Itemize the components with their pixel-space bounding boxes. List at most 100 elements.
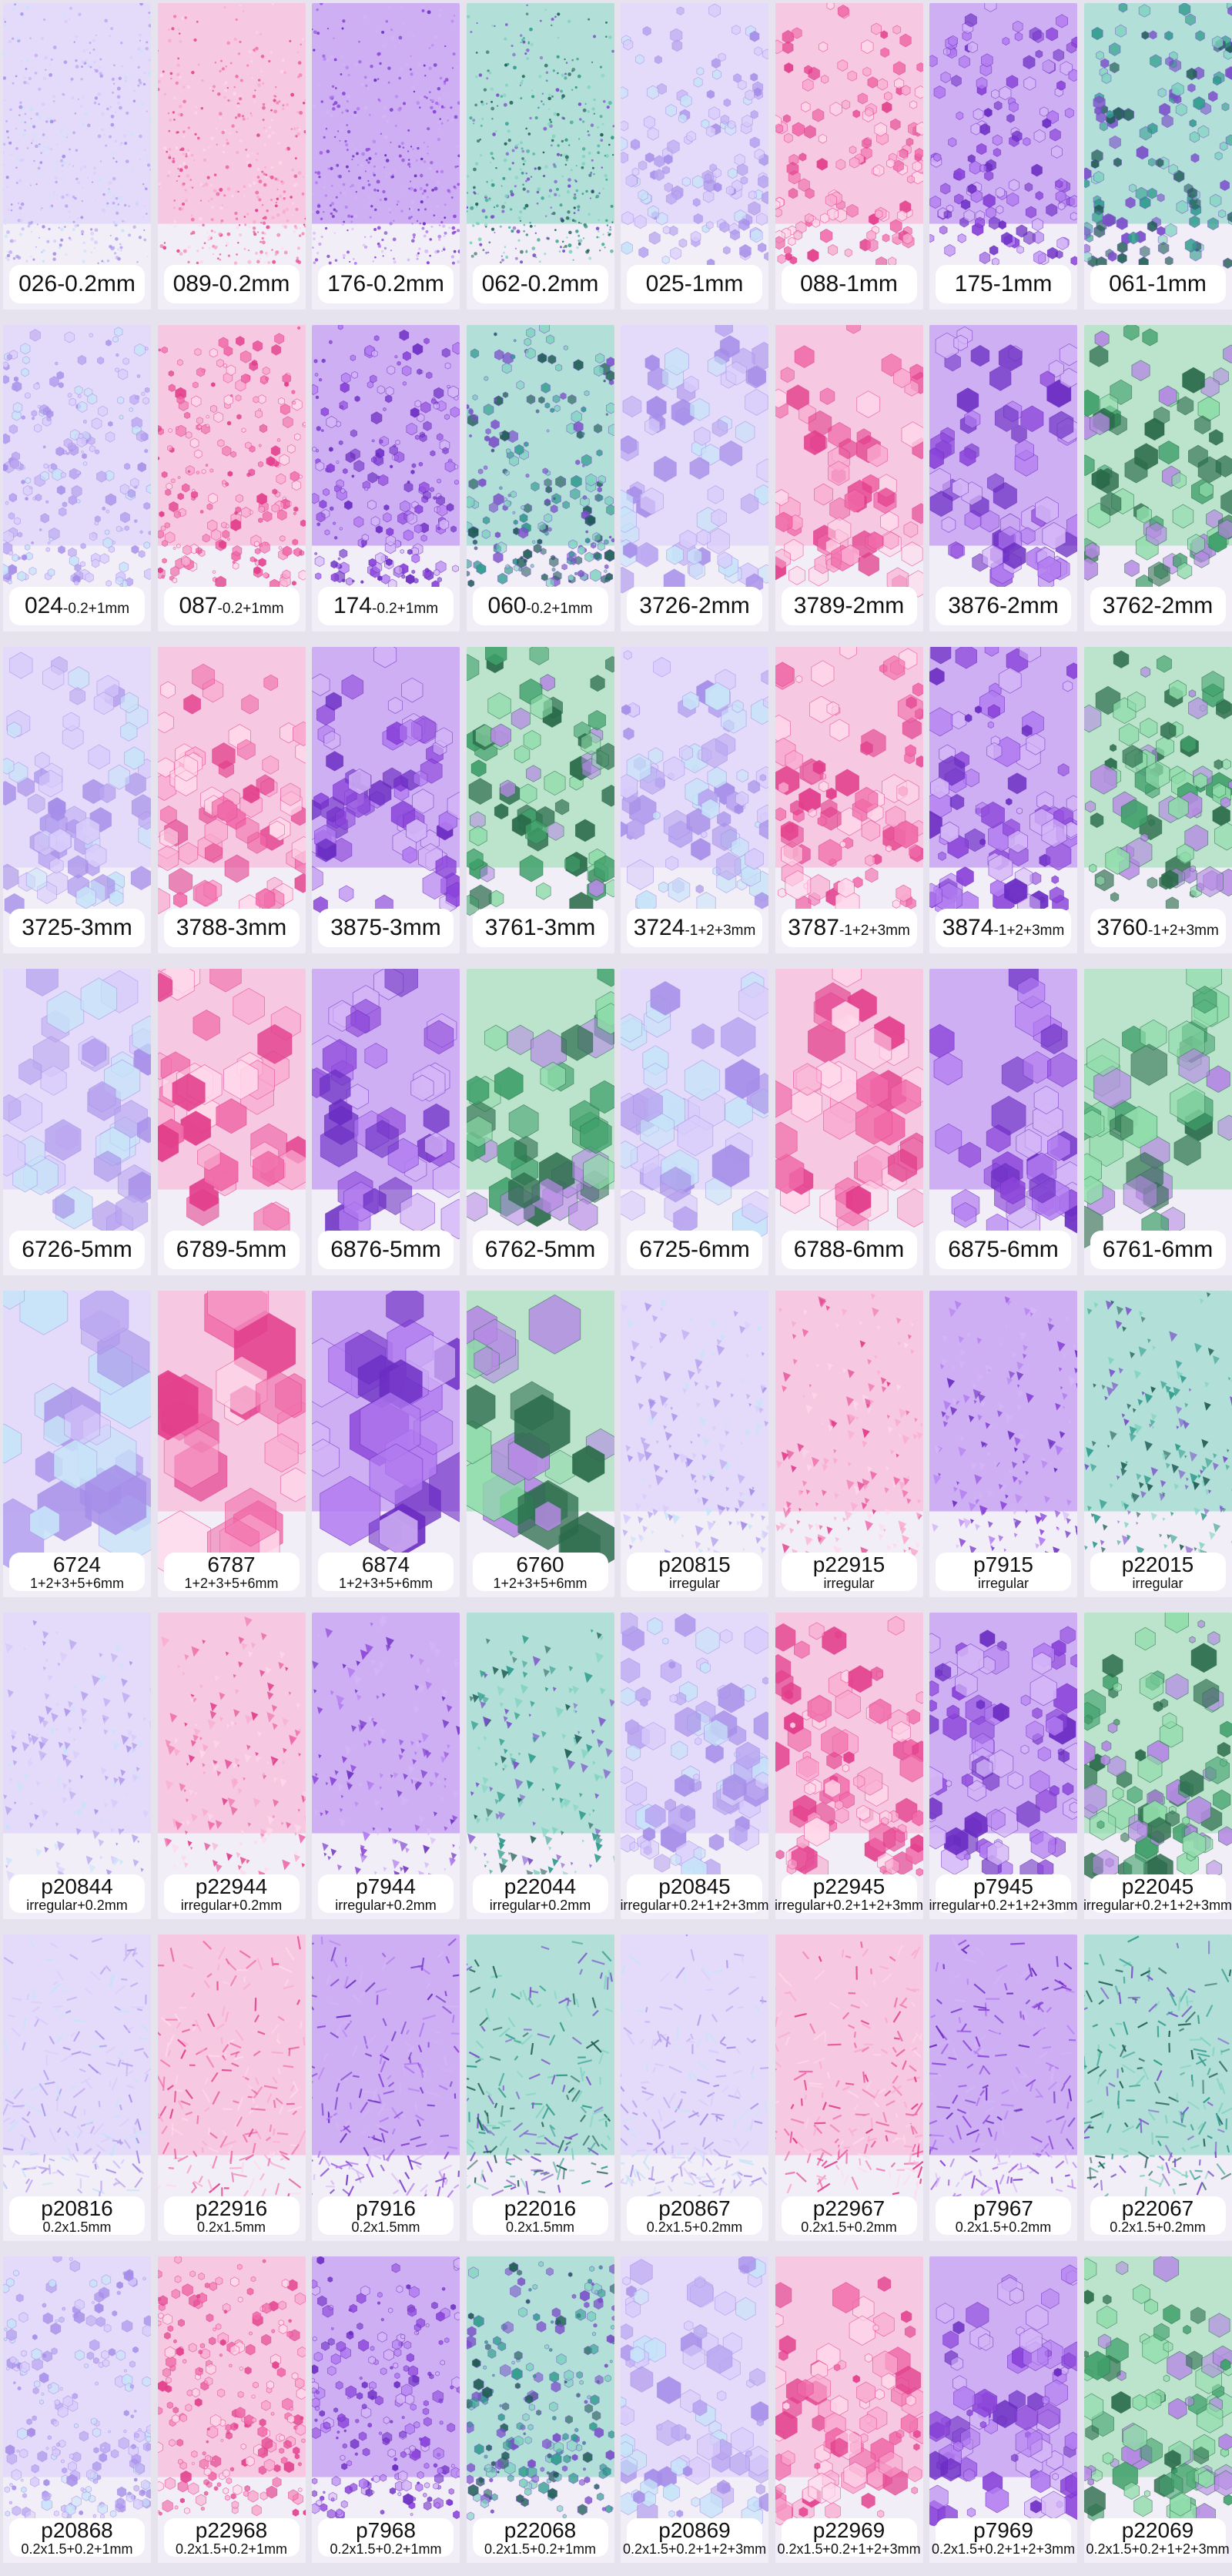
glitter-particle bbox=[1002, 36, 1010, 46]
product-code: 089 bbox=[172, 271, 212, 296]
glitter-particle bbox=[590, 189, 594, 194]
glitter-particle bbox=[189, 179, 192, 181]
glitter-particle bbox=[711, 1319, 718, 1328]
glitter-particle bbox=[427, 152, 429, 155]
glitter-particle bbox=[252, 94, 256, 99]
glitter-particle bbox=[1214, 151, 1223, 161]
glitter-swatch: 6789 -5mm bbox=[157, 969, 306, 1275]
glitter-particle bbox=[166, 444, 172, 451]
glitter-particle bbox=[410, 407, 420, 418]
glitter-particle bbox=[75, 65, 79, 69]
glitter-particle bbox=[561, 563, 567, 571]
swatch-label: 174 -0.2+1mm bbox=[318, 587, 454, 625]
glitter-particle bbox=[566, 210, 571, 214]
glitter-particle bbox=[117, 256, 121, 261]
glitter-particle bbox=[237, 52, 240, 55]
glitter-particle bbox=[622, 541, 638, 559]
glitter-particle bbox=[172, 546, 176, 551]
glitter-particle bbox=[1033, 1085, 1059, 1115]
glitter-particle bbox=[400, 6, 403, 8]
swatch-label: 6788 -6mm bbox=[781, 1231, 917, 1269]
glitter-particle bbox=[549, 120, 552, 123]
glitter-particle bbox=[485, 180, 488, 183]
particle-size: -5mm bbox=[227, 1237, 287, 1262]
glitter-particle bbox=[82, 1037, 107, 1067]
glitter-particle bbox=[238, 97, 242, 101]
glitter-particle bbox=[419, 433, 427, 443]
glitter-particle bbox=[402, 846, 418, 864]
glitter-particle bbox=[499, 779, 516, 799]
glitter-particle bbox=[209, 347, 218, 358]
glitter-particle bbox=[1019, 647, 1042, 663]
glitter-particle bbox=[83, 419, 87, 424]
glitter-particle bbox=[577, 569, 584, 578]
glitter-particle bbox=[129, 407, 134, 413]
glitter-particle bbox=[42, 129, 44, 132]
glitter-particle bbox=[899, 148, 908, 159]
glitter-particle bbox=[1055, 190, 1066, 203]
glitter-particle bbox=[1164, 256, 1173, 266]
glitter-particle bbox=[341, 92, 346, 95]
glitter-particle bbox=[193, 449, 203, 459]
glitter-particle bbox=[805, 1404, 813, 1414]
glitter-particle bbox=[811, 1456, 819, 1468]
glitter-particle bbox=[265, 209, 269, 213]
glitter-particle bbox=[719, 335, 740, 358]
glitter-particle bbox=[320, 236, 323, 239]
glitter-particle bbox=[711, 1352, 715, 1356]
glitter-swatch: 3726 -2mm bbox=[621, 325, 768, 631]
glitter-particle bbox=[6, 250, 9, 253]
glitter-particle bbox=[257, 198, 261, 202]
glitter-particle bbox=[18, 179, 22, 183]
glitter-particle bbox=[323, 186, 326, 189]
product-code: 6789 bbox=[176, 1237, 228, 1262]
glitter-particle bbox=[466, 558, 472, 569]
glitter-particle bbox=[1023, 55, 1036, 69]
glitter-particle bbox=[33, 383, 40, 390]
glitter-particle bbox=[428, 91, 431, 94]
glitter-particle bbox=[209, 87, 211, 89]
glitter-particle bbox=[430, 99, 435, 103]
glitter-particle bbox=[861, 1440, 867, 1448]
glitter-particle bbox=[999, 85, 1012, 101]
glitter-particle bbox=[584, 530, 588, 534]
glitter-particle bbox=[736, 769, 748, 783]
glitter-particle bbox=[437, 504, 448, 517]
glitter-particle bbox=[453, 185, 456, 189]
glitter-particle bbox=[313, 359, 318, 363]
glitter-particle bbox=[573, 193, 576, 196]
glitter-particle bbox=[10, 203, 13, 206]
glitter-particle bbox=[889, 219, 902, 233]
glitter-particle bbox=[136, 199, 139, 203]
glitter-particle bbox=[808, 807, 817, 818]
particle-size: -3mm bbox=[382, 915, 441, 940]
glitter-particle bbox=[591, 159, 594, 162]
glitter-particle bbox=[1066, 514, 1077, 538]
glitter-particle bbox=[584, 390, 590, 397]
glitter-particle bbox=[517, 216, 521, 220]
glitter-particle bbox=[1056, 80, 1066, 91]
swatch-label: 3875 -3mm bbox=[318, 909, 454, 947]
glitter-particle bbox=[466, 1115, 492, 1148]
glitter-particle bbox=[536, 187, 541, 192]
glitter-particle bbox=[172, 206, 176, 209]
glitter-particle bbox=[394, 95, 399, 99]
glitter-particle bbox=[1042, 521, 1066, 550]
glitter-particle bbox=[207, 199, 209, 203]
glitter-particle bbox=[434, 186, 438, 191]
glitter-particle bbox=[498, 486, 503, 491]
glitter-particle bbox=[256, 83, 261, 87]
glitter-particle bbox=[119, 246, 123, 250]
glitter-particle bbox=[184, 199, 188, 203]
glitter-particle bbox=[507, 493, 511, 497]
glitter-particle bbox=[167, 427, 172, 434]
glitter-particle bbox=[109, 889, 124, 907]
glitter-particle bbox=[253, 541, 259, 548]
glitter-particle bbox=[330, 212, 333, 216]
glitter-particle bbox=[262, 221, 266, 225]
glitter-particle bbox=[191, 488, 195, 493]
glitter-particle bbox=[105, 493, 117, 507]
glitter-particle bbox=[484, 224, 486, 227]
glitter-particle bbox=[504, 255, 508, 259]
glitter-particle bbox=[416, 101, 420, 106]
